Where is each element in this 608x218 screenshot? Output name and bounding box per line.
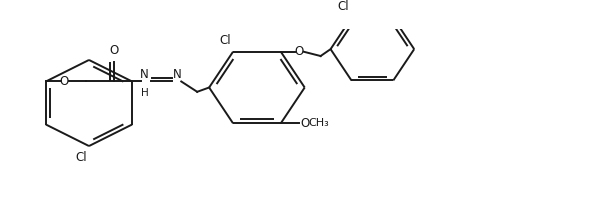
- Text: O: O: [59, 75, 69, 88]
- Text: Cl: Cl: [338, 0, 350, 13]
- Text: H: H: [140, 88, 148, 98]
- Text: Cl: Cl: [219, 34, 231, 47]
- Text: N: N: [173, 68, 182, 81]
- Text: CH₃: CH₃: [309, 118, 330, 128]
- Text: O: O: [301, 117, 310, 130]
- Text: Cl: Cl: [75, 151, 87, 164]
- Text: O: O: [294, 45, 303, 58]
- Text: N: N: [140, 68, 149, 81]
- Text: O: O: [109, 44, 118, 56]
